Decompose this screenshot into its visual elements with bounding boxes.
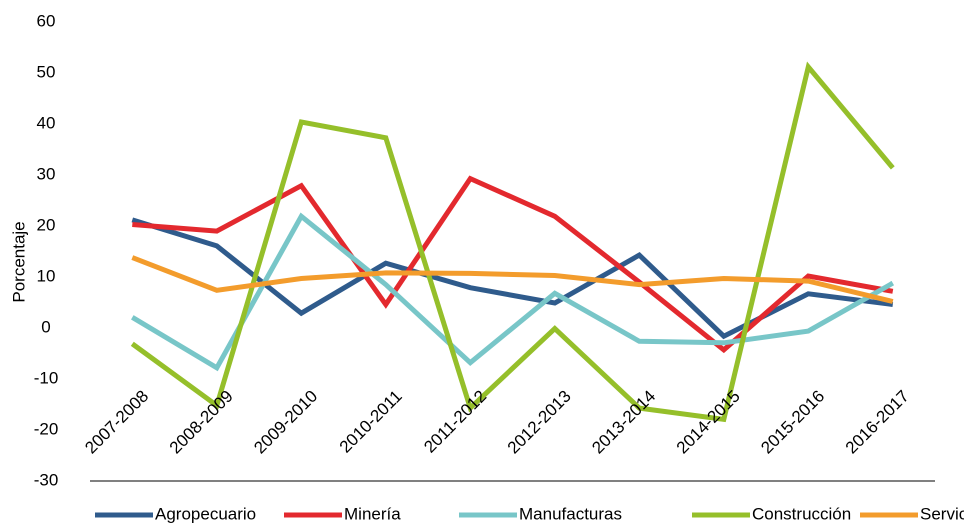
x-tick-label: 2013-2014: [588, 387, 659, 458]
y-tick-label: -30: [34, 470, 59, 489]
x-tick-label: 2007-2008: [81, 387, 152, 458]
series-lines: [130, 61, 895, 423]
legend-label: Construcción: [752, 504, 851, 523]
y-tick-label: 0: [41, 317, 50, 336]
y-tick-label: 60: [37, 11, 56, 30]
x-tick-label: 2012-2013: [504, 387, 575, 458]
y-tick-label: 10: [37, 266, 56, 285]
y-axis-ticks: -30 -20 -10 0 10 20 30 40 50 60: [34, 11, 59, 489]
x-tick-label: 2014-2015: [673, 387, 744, 458]
y-tick-label: 30: [37, 164, 56, 183]
y-tick-label: 50: [37, 62, 56, 81]
legend: Agropecuario Minería Manufacturas Construcc…: [95, 504, 964, 523]
y-axis-label: Porcentaje: [9, 221, 28, 302]
legend-label: Manufacturas: [519, 504, 622, 523]
y-tick-label: 20: [37, 215, 56, 234]
x-tick-label: 2011-2012: [420, 387, 490, 457]
series-line-3: [130, 61, 895, 423]
y-tick-label: -20: [34, 419, 59, 438]
x-tick-label: 2010-2011: [336, 387, 406, 457]
legend-label: Agropecuario: [155, 504, 256, 523]
y-tick-label: -10: [34, 368, 59, 387]
y-tick-label: 40: [37, 113, 56, 132]
series-line-2: [131, 212, 895, 372]
series-line-1: [132, 175, 894, 354]
x-tick-label: 2009-2010: [250, 387, 321, 458]
x-tick-label: 2015-2016: [757, 387, 828, 458]
legend-label: Servicios: [920, 504, 964, 523]
legend-label: Minería: [344, 504, 401, 523]
x-tick-label: 2016-2017: [842, 387, 913, 458]
series-line-4: [131, 255, 894, 304]
